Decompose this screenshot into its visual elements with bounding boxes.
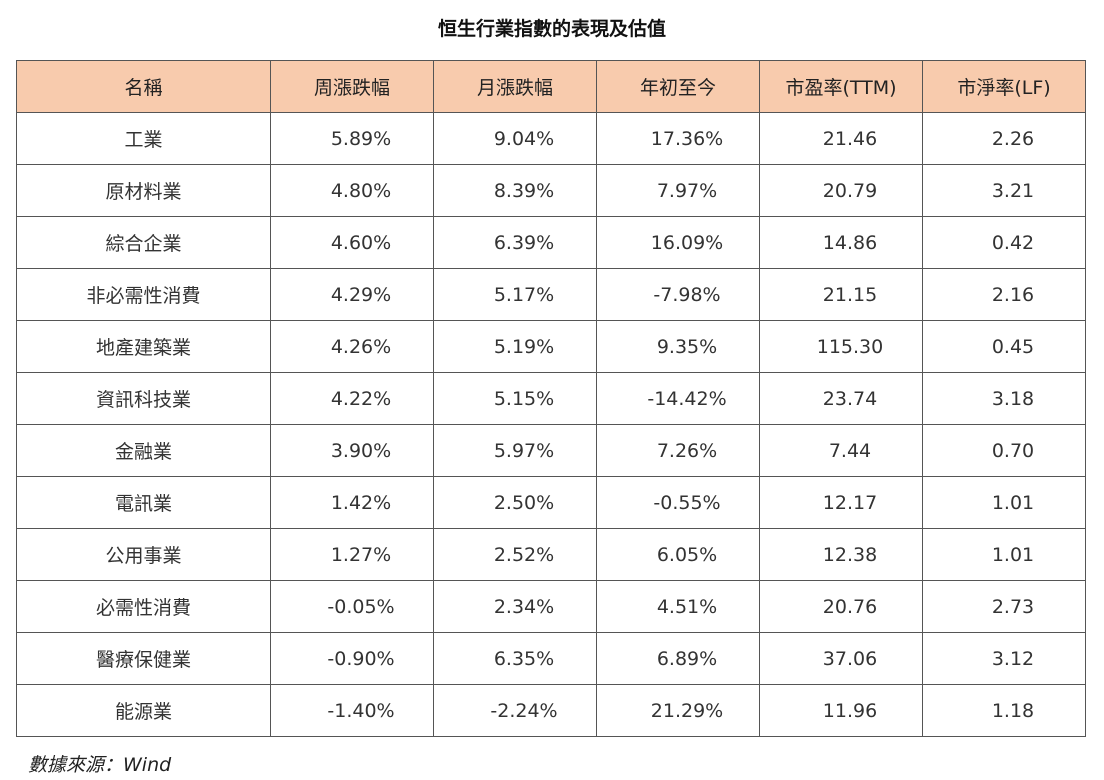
- cell-name: 綜合企業: [16, 216, 271, 269]
- table-row: 醫療保健業 -0.90% 6.35% 6.89% 37.06 3.12: [16, 632, 1086, 685]
- cell-monthly-change: 5.17%: [433, 268, 597, 321]
- cell-weekly-change: 4.26%: [270, 320, 434, 373]
- cell-weekly-change: 4.22%: [270, 372, 434, 425]
- column-header-pb-lf: 市淨率(LF): [922, 60, 1086, 113]
- cell-monthly-change: 2.52%: [433, 528, 597, 581]
- data-source-note: 數據來源：Wind: [28, 754, 172, 776]
- cell-ytd: 21.29%: [596, 684, 760, 737]
- cell-name: 醫療保健業: [16, 632, 271, 685]
- cell-weekly-change: 5.89%: [270, 112, 434, 165]
- cell-pe-ttm: 115.30: [759, 320, 923, 373]
- cell-ytd: 16.09%: [596, 216, 760, 269]
- table-row: 地產建築業 4.26% 5.19% 9.35% 115.30 0.45: [16, 320, 1086, 373]
- cell-pe-ttm: 12.38: [759, 528, 923, 581]
- cell-pb-lf: 3.21: [922, 164, 1086, 217]
- cell-name: 必需性消費: [16, 580, 271, 633]
- cell-name: 電訊業: [16, 476, 271, 529]
- cell-pe-ttm: 23.74: [759, 372, 923, 425]
- table-row: 必需性消費 -0.05% 2.34% 4.51% 20.76 2.73: [16, 580, 1086, 633]
- cell-monthly-change: 6.35%: [433, 632, 597, 685]
- cell-name: 工業: [16, 112, 271, 165]
- column-header-ytd: 年初至今: [596, 60, 760, 113]
- column-header-monthly-change: 月漲跌幅: [433, 60, 597, 113]
- table-row: 綜合企業 4.60% 6.39% 16.09% 14.86 0.42: [16, 216, 1086, 269]
- cell-name: 原材料業: [16, 164, 271, 217]
- cell-ytd: 6.05%: [596, 528, 760, 581]
- cell-ytd: 7.26%: [596, 424, 760, 477]
- cell-monthly-change: 6.39%: [433, 216, 597, 269]
- table-row: 原材料業 4.80% 8.39% 7.97% 20.79 3.21: [16, 164, 1086, 217]
- cell-pb-lf: 1.18: [922, 684, 1086, 737]
- cell-pe-ttm: 21.15: [759, 268, 923, 321]
- cell-name: 公用事業: [16, 528, 271, 581]
- cell-pe-ttm: 37.06: [759, 632, 923, 685]
- cell-weekly-change: -0.90%: [270, 632, 434, 685]
- table-title: 恒生行業指數的表現及估值: [437, 18, 666, 40]
- cell-name: 能源業: [16, 684, 271, 737]
- sector-performance-table: 名稱 周漲跌幅 月漲跌幅 年初至今 市盈率(TTM) 市淨率(LF) 工業 5.8…: [16, 60, 1086, 737]
- cell-monthly-change: 5.19%: [433, 320, 597, 373]
- column-header-name: 名稱: [16, 60, 271, 113]
- cell-pe-ttm: 11.96: [759, 684, 923, 737]
- cell-pb-lf: 2.26: [922, 112, 1086, 165]
- table-row: 資訊科技業 4.22% 5.15% -14.42% 23.74 3.18: [16, 372, 1086, 425]
- cell-ytd: 17.36%: [596, 112, 760, 165]
- cell-pb-lf: 0.70: [922, 424, 1086, 477]
- cell-monthly-change: 5.97%: [433, 424, 597, 477]
- table-row: 工業 5.89% 9.04% 17.36% 21.46 2.26: [16, 112, 1086, 165]
- cell-weekly-change: 1.27%: [270, 528, 434, 581]
- cell-pe-ttm: 20.76: [759, 580, 923, 633]
- cell-pe-ttm: 21.46: [759, 112, 923, 165]
- cell-weekly-change: 3.90%: [270, 424, 434, 477]
- cell-ytd: 6.89%: [596, 632, 760, 685]
- table-header-row: 名稱 周漲跌幅 月漲跌幅 年初至今 市盈率(TTM) 市淨率(LF): [16, 60, 1086, 113]
- cell-pe-ttm: 20.79: [759, 164, 923, 217]
- table-row: 電訊業 1.42% 2.50% -0.55% 12.17 1.01: [16, 476, 1086, 529]
- cell-weekly-change: 4.80%: [270, 164, 434, 217]
- cell-weekly-change: 4.60%: [270, 216, 434, 269]
- table-row: 能源業 -1.40% -2.24% 21.29% 11.96 1.18: [16, 684, 1086, 737]
- cell-pb-lf: 3.18: [922, 372, 1086, 425]
- table-row: 非必需性消費 4.29% 5.17% -7.98% 21.15 2.16: [16, 268, 1086, 321]
- cell-name: 非必需性消費: [16, 268, 271, 321]
- cell-pb-lf: 3.12: [922, 632, 1086, 685]
- cell-pb-lf: 0.42: [922, 216, 1086, 269]
- cell-pe-ttm: 12.17: [759, 476, 923, 529]
- cell-monthly-change: 8.39%: [433, 164, 597, 217]
- cell-name: 地產建築業: [16, 320, 271, 373]
- cell-ytd: 9.35%: [596, 320, 760, 373]
- cell-monthly-change: 2.50%: [433, 476, 597, 529]
- table-row: 公用事業 1.27% 2.52% 6.05% 12.38 1.01: [16, 528, 1086, 581]
- cell-monthly-change: -2.24%: [433, 684, 597, 737]
- column-header-pe-ttm: 市盈率(TTM): [759, 60, 923, 113]
- table-row: 金融業 3.90% 5.97% 7.26% 7.44 0.70: [16, 424, 1086, 477]
- cell-monthly-change: 9.04%: [433, 112, 597, 165]
- cell-pb-lf: 2.73: [922, 580, 1086, 633]
- cell-pb-lf: 2.16: [922, 268, 1086, 321]
- column-header-weekly-change: 周漲跌幅: [270, 60, 434, 113]
- cell-ytd: -14.42%: [596, 372, 760, 425]
- cell-monthly-change: 5.15%: [433, 372, 597, 425]
- cell-weekly-change: -0.05%: [270, 580, 434, 633]
- cell-pe-ttm: 14.86: [759, 216, 923, 269]
- cell-weekly-change: 1.42%: [270, 476, 434, 529]
- table-body: 工業 5.89% 9.04% 17.36% 21.46 2.26 原材料業 4.80% 8.39…: [16, 112, 1086, 737]
- cell-pb-lf: 0.45: [922, 320, 1086, 373]
- cell-ytd: -7.98%: [596, 268, 760, 321]
- cell-pe-ttm: 7.44: [759, 424, 923, 477]
- cell-pb-lf: 1.01: [922, 476, 1086, 529]
- cell-ytd: 7.97%: [596, 164, 760, 217]
- cell-weekly-change: -1.40%: [270, 684, 434, 737]
- cell-ytd: 4.51%: [596, 580, 760, 633]
- cell-weekly-change: 4.29%: [270, 268, 434, 321]
- cell-name: 金融業: [16, 424, 271, 477]
- cell-monthly-change: 2.34%: [433, 580, 597, 633]
- cell-pb-lf: 1.01: [922, 528, 1086, 581]
- cell-name: 資訊科技業: [16, 372, 271, 425]
- cell-ytd: -0.55%: [596, 476, 760, 529]
